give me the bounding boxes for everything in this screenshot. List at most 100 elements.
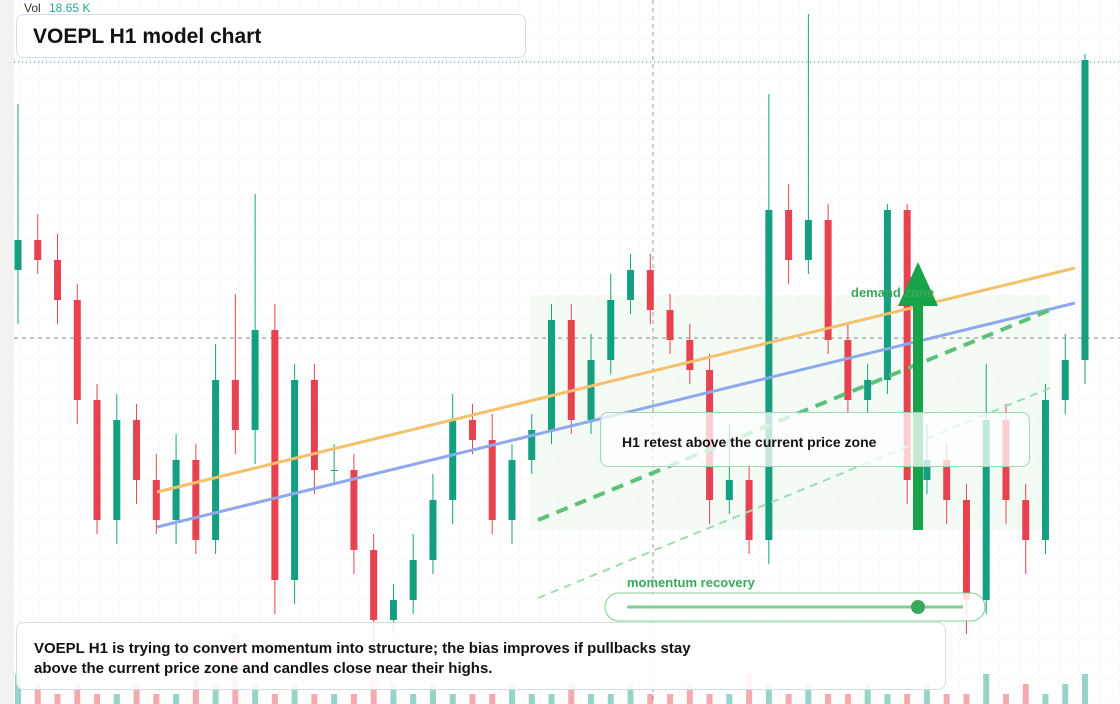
left-strip — [0, 0, 14, 704]
candle-body — [1022, 500, 1030, 540]
candle-body — [1061, 360, 1069, 400]
candle-body — [409, 560, 417, 600]
candle-body — [686, 340, 694, 370]
channel-line — [537, 308, 1051, 522]
candle-body — [133, 420, 141, 480]
candle-body — [785, 210, 793, 260]
candle-body — [73, 300, 81, 400]
volume-bar — [1042, 694, 1049, 704]
volume-bar — [212, 684, 219, 704]
volume-bar — [1062, 684, 1069, 704]
candle-body — [93, 400, 101, 520]
candle-body — [587, 360, 595, 420]
volume-bar — [647, 694, 654, 704]
candle-body — [1041, 400, 1049, 540]
volume-bar — [765, 684, 772, 704]
note-line: above the current price zone and candles… — [34, 660, 493, 677]
candle-body — [54, 260, 62, 300]
momentum-label: momentum recovery — [627, 575, 756, 590]
candle-body — [350, 470, 358, 550]
volume-bar — [706, 694, 713, 704]
candle-body — [824, 220, 832, 340]
candle-body — [468, 420, 476, 440]
volume-bar — [311, 694, 318, 704]
volume-bar — [1002, 694, 1009, 704]
volume-bar — [805, 684, 812, 704]
note-line: VOEPL H1 is trying to convert momentum i… — [34, 640, 691, 657]
candle-body — [804, 220, 812, 260]
slider-knob — [911, 600, 925, 614]
candle-body — [962, 500, 970, 600]
volume-bar — [627, 684, 634, 704]
volume-bar — [271, 694, 278, 704]
volume-bar — [331, 694, 338, 704]
candle-body — [310, 380, 318, 470]
volume-bar — [113, 694, 120, 704]
candle-body — [646, 270, 654, 310]
candle-body — [548, 320, 555, 430]
note-box: VOEPL H1 is trying to convert momentum i… — [16, 622, 946, 690]
retest-box: H1 retest above the current price zone — [600, 412, 1030, 467]
volume-bar — [1082, 674, 1088, 704]
candle-body — [370, 550, 378, 620]
volume-bar — [726, 694, 733, 704]
volume-bar — [429, 684, 436, 704]
note: VOEPL H1 is trying to convert momentum i… — [34, 639, 691, 679]
candle-body — [330, 470, 338, 471]
zone-label: demand zone — [851, 285, 934, 300]
volume-bar — [963, 694, 970, 704]
candle-body — [508, 460, 516, 520]
volume-bar — [844, 694, 851, 704]
candle-body — [666, 310, 674, 340]
volume-bar — [15, 674, 21, 704]
candle-body — [982, 420, 990, 600]
candle-body — [725, 480, 733, 500]
volume-bar — [568, 684, 575, 704]
volume-bar — [390, 684, 397, 704]
candle-body — [192, 460, 200, 540]
volume-bar — [54, 694, 61, 704]
volume-bar — [489, 694, 496, 704]
candle-body — [488, 440, 496, 520]
volume-bar — [548, 694, 555, 704]
volume-bar — [904, 694, 911, 704]
volume-bar — [686, 684, 693, 704]
volume-label: Vol — [24, 1, 41, 15]
volume-bar — [291, 684, 298, 704]
volume-bar — [449, 694, 456, 704]
candle-body — [844, 340, 852, 400]
candle-body — [627, 270, 635, 300]
volume-bar — [785, 694, 792, 704]
volume-bar — [1022, 684, 1029, 704]
candle-body — [567, 320, 575, 420]
candle-body — [429, 500, 437, 560]
candle-body — [923, 460, 931, 480]
volume-bar — [133, 684, 140, 704]
volume-bar — [94, 694, 101, 704]
candle-body — [152, 480, 160, 520]
candle-body — [113, 420, 121, 520]
candle-body — [172, 460, 180, 520]
candle-body — [883, 210, 891, 380]
volume-bar — [923, 684, 930, 704]
volume-bar — [607, 694, 614, 704]
volume-bar — [173, 694, 180, 704]
volume-bar — [153, 694, 160, 704]
candle-body — [449, 420, 457, 500]
volume-value: 18.65 K — [49, 1, 90, 15]
volume-bar — [667, 694, 674, 704]
volume-bar — [252, 684, 259, 704]
volume-bar — [528, 694, 535, 704]
candle-body — [271, 330, 279, 580]
candle-body — [745, 480, 753, 540]
candle-body — [231, 380, 239, 430]
candle-body — [943, 460, 951, 500]
candle-body — [1081, 60, 1089, 360]
candle-body — [528, 430, 536, 460]
arrow-head — [898, 262, 938, 306]
candle-body — [34, 240, 42, 260]
volume-bar — [884, 694, 891, 704]
title: VOEPL H1 model chart — [33, 25, 262, 48]
